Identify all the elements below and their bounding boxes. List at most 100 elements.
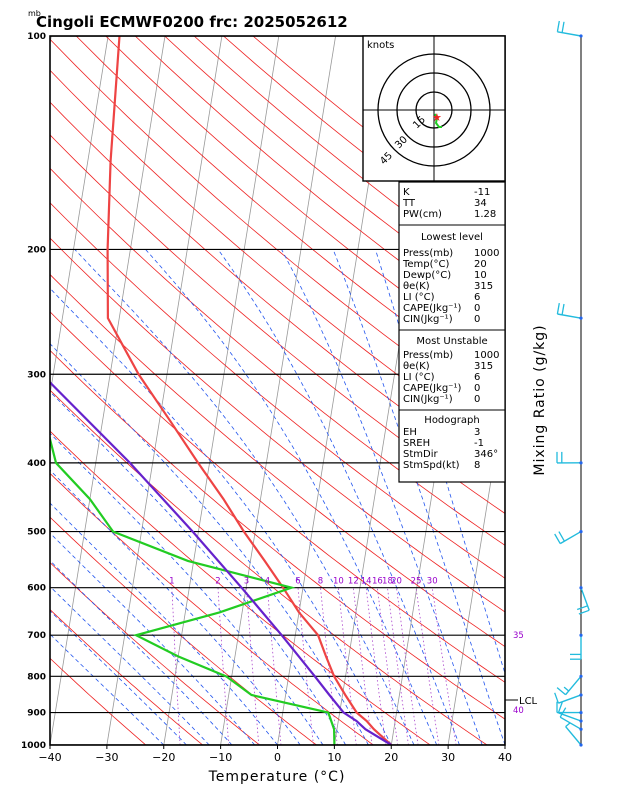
mixing-ratio-label: 3	[244, 577, 249, 587]
wind-barb-shaft	[559, 716, 582, 730]
isotherms	[50, 36, 505, 745]
wind-barb-shaft	[558, 712, 582, 722]
wind-barb-feather	[556, 302, 560, 315]
dry-adiabat-line	[50, 273, 505, 648]
dry-adiabat-line	[50, 101, 505, 483]
temperature-tick-label: −10	[209, 751, 232, 764]
hodograph-units-label: knots	[367, 40, 394, 51]
mixing-ratio-label: 10	[333, 577, 344, 587]
isotherm-line	[106, 36, 223, 745]
moist-adiabat-line	[50, 391, 347, 745]
dry-adiabat-line	[50, 38, 505, 423]
mixing-ratio-label: 6	[295, 577, 300, 587]
wind-barb-half-feather	[563, 686, 570, 692]
pressure-tick-label: 500	[27, 528, 46, 538]
hodograph-row-value: -1	[474, 438, 484, 449]
plot-area	[50, 36, 505, 745]
hodograph-row-value: 3	[474, 427, 480, 438]
mixing-ratio-label: 4	[265, 577, 270, 587]
lowest-level-row-value: 315	[474, 281, 493, 292]
lowest-level-row-value: 0	[474, 303, 480, 314]
lowest-level-row-label: θe(K)	[403, 281, 430, 292]
mixing-ratio-label: 12	[348, 577, 359, 587]
moist-adiabat-line	[50, 343, 369, 745]
mixing-ratio-label: 25	[411, 577, 422, 587]
pressure-unit: mb	[28, 9, 41, 18]
wind-barb-shaft	[559, 530, 582, 545]
lowest-level-row-value: 1000	[474, 248, 499, 259]
temperature-tick-label: −20	[152, 751, 175, 764]
wind-barb-shaft	[557, 31, 582, 37]
pressure-tick-label: 800	[27, 672, 46, 682]
most-unstable-row-value: 1000	[474, 350, 499, 361]
moist-adiabat-line	[145, 249, 438, 745]
wind-barb-feather	[554, 533, 561, 544]
temperature-tick-label: −30	[95, 751, 118, 764]
lowest-level-row-value: 6	[474, 292, 480, 303]
moist-adiabat-line	[50, 610, 187, 745]
dry-adiabat-line	[50, 167, 505, 546]
lowest-level-row-label: Temp(°C)	[402, 259, 450, 270]
temperature-tick-label: 10	[327, 751, 341, 764]
wind-barb-feather	[561, 21, 565, 33]
wind-barb-point	[579, 34, 583, 38]
index-row-value: -11	[474, 187, 490, 198]
mixing-ratio-line	[171, 587, 181, 745]
most-unstable-row-value: 0	[474, 394, 480, 405]
hodograph-ring-30	[396, 72, 472, 148]
moist-adiabat-line	[74, 249, 415, 745]
wind-barb-point	[579, 586, 583, 590]
lowest-level-heading: Lowest level	[421, 232, 483, 243]
hodograph-row-label: SREH	[403, 438, 430, 449]
hodograph-row-label: StmDir	[403, 449, 438, 460]
hodograph-row-label: StmSpd(kt)	[403, 460, 460, 471]
wind-barb-point	[579, 316, 583, 320]
index-row-value: 1.28	[474, 209, 496, 220]
wind-barb-feather	[556, 20, 560, 32]
wind-profile	[554, 20, 590, 747]
hodograph-storm-marker: ★	[432, 111, 442, 124]
wind-barb-shaft	[580, 587, 590, 611]
wind-barb-feather	[576, 605, 588, 611]
dewpoint-profile	[50, 434, 336, 745]
pressure-tick-label: 300	[27, 370, 46, 380]
dry-adiabat-line	[50, 472, 374, 745]
wind-barb-point	[579, 633, 583, 637]
most-unstable-heading: Most Unstable	[416, 336, 487, 347]
most-unstable-row-label: θe(K)	[403, 361, 430, 372]
wind-barb-half-feather	[565, 722, 571, 728]
index-row-label: TT	[402, 198, 416, 209]
wind-barb-shaft	[557, 313, 582, 319]
mixing-ratio-label: 18	[382, 577, 393, 587]
wind-barb-shaft	[558, 694, 582, 704]
hodograph-ring-15	[415, 91, 453, 129]
wind-barb-shaft	[565, 726, 582, 746]
stats-panel: K -11 TT 34 PW(cm) 1.28 Lowest level Press(mb…	[398, 181, 506, 483]
lowest-level-row-value: 0	[474, 314, 480, 325]
index-row-value: 34	[474, 198, 487, 209]
wind-barb-feather	[554, 692, 560, 704]
moist-adiabat-line	[50, 633, 165, 745]
most-unstable-row-value: 0	[474, 383, 480, 394]
lowest-level-row-label: CAPE(Jkg⁻¹)	[403, 303, 461, 314]
pressure-tick-label: 100	[27, 32, 46, 42]
dry-adiabat-line	[50, 202, 505, 579]
most-unstable-row-label: CAPE(Jkg⁻¹)	[403, 383, 461, 394]
wind-barb-feather	[558, 531, 565, 542]
temperature-tick-label: 20	[384, 751, 398, 764]
dry-adiabat-line	[50, 657, 147, 745]
mixing-ratio-label: 2	[215, 577, 220, 587]
hodograph-ring-45	[377, 53, 491, 167]
theta-label: 40	[513, 706, 524, 716]
pressure-tick-label: 600	[27, 584, 46, 594]
hodograph-row-value: 8	[474, 460, 480, 471]
mixing-ratio-label: 14	[361, 577, 372, 587]
theta-labels: 35 40	[513, 631, 524, 716]
lowest-level-row-label: CIN(Jkg⁻¹)	[403, 314, 453, 325]
pressure-tick-label: 1000	[21, 741, 46, 751]
pressure-tick-labels: 1000 900 800 700 600 500 400 300 200 100	[21, 32, 46, 751]
pressure-tick-label: 700	[27, 631, 46, 641]
lowest-level-row-value: 20	[474, 259, 487, 270]
svg-text:LCL: LCL	[519, 696, 538, 707]
